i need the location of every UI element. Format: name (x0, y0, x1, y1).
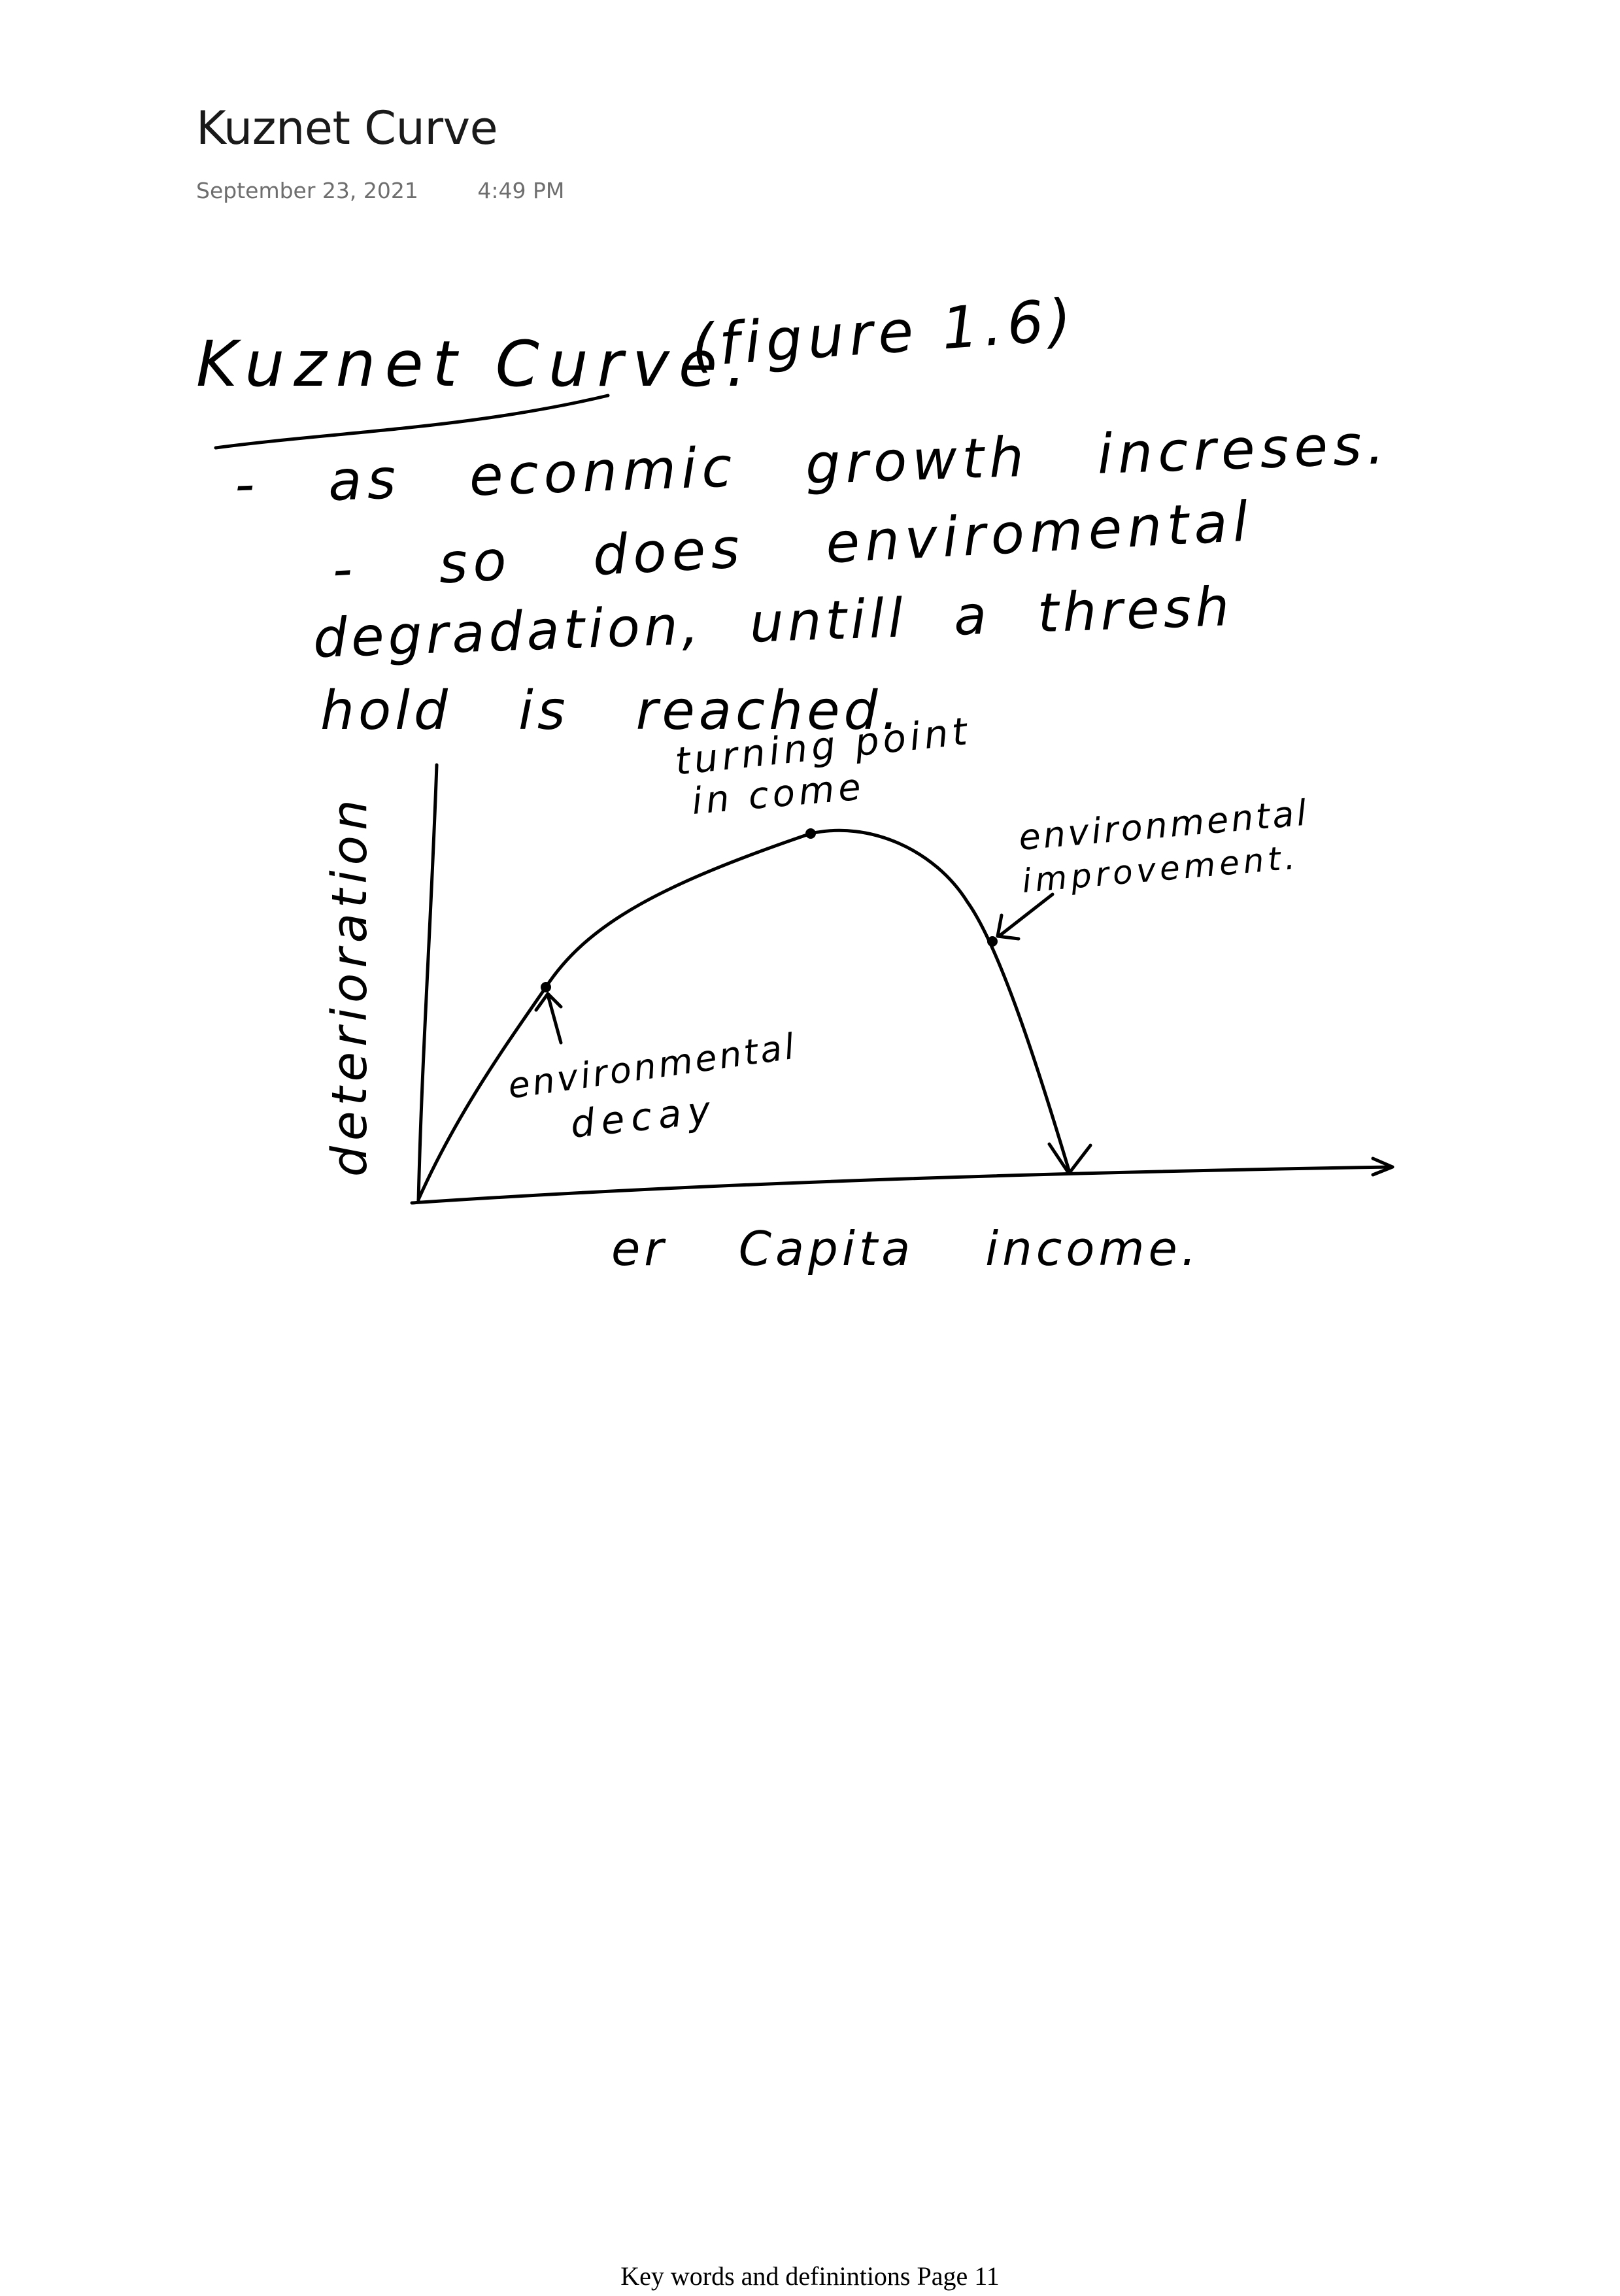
heading-underline (214, 394, 610, 450)
curve-end-arrowhead (1047, 1142, 1092, 1175)
page-footer: Key words and definintions Page 11 (620, 2261, 1000, 2291)
decay-pointer-arrow (534, 992, 563, 1045)
note-heading: Kuznet Curve. (196, 328, 755, 401)
x-axis-line (410, 1165, 1394, 1205)
x-axis-arrowhead (1371, 1156, 1394, 1177)
y-axis-line (416, 763, 439, 1204)
note-figure-reference: (figure 1.6) (689, 286, 1079, 380)
y-axis-label: deterioration (322, 794, 378, 1177)
handwritten-notes: Kuznet Curve. (figure 1.6) - as econmic … (196, 286, 1391, 742)
improvement-pointer-arrow (996, 892, 1055, 941)
note-line-4: hold is reached. (320, 680, 903, 742)
decay-point-marker (541, 982, 551, 992)
x-axis-label: er Capita income. (611, 1221, 1200, 1276)
improvement-point-marker (987, 936, 998, 947)
turning-point-marker (805, 828, 816, 839)
note-date: September 23, 2021 (196, 178, 418, 203)
note-metadata: September 23, 2021 4:49 PM (196, 178, 564, 203)
kuznets-curve (416, 828, 1071, 1202)
note-time: 4:49 PM (477, 178, 565, 203)
decay-label-line-2: decay (568, 1087, 718, 1147)
kuznets-curve-sketch: deterioration er Capita income. turning … (322, 709, 1394, 1276)
page-title: Kuznet Curve (196, 101, 498, 155)
